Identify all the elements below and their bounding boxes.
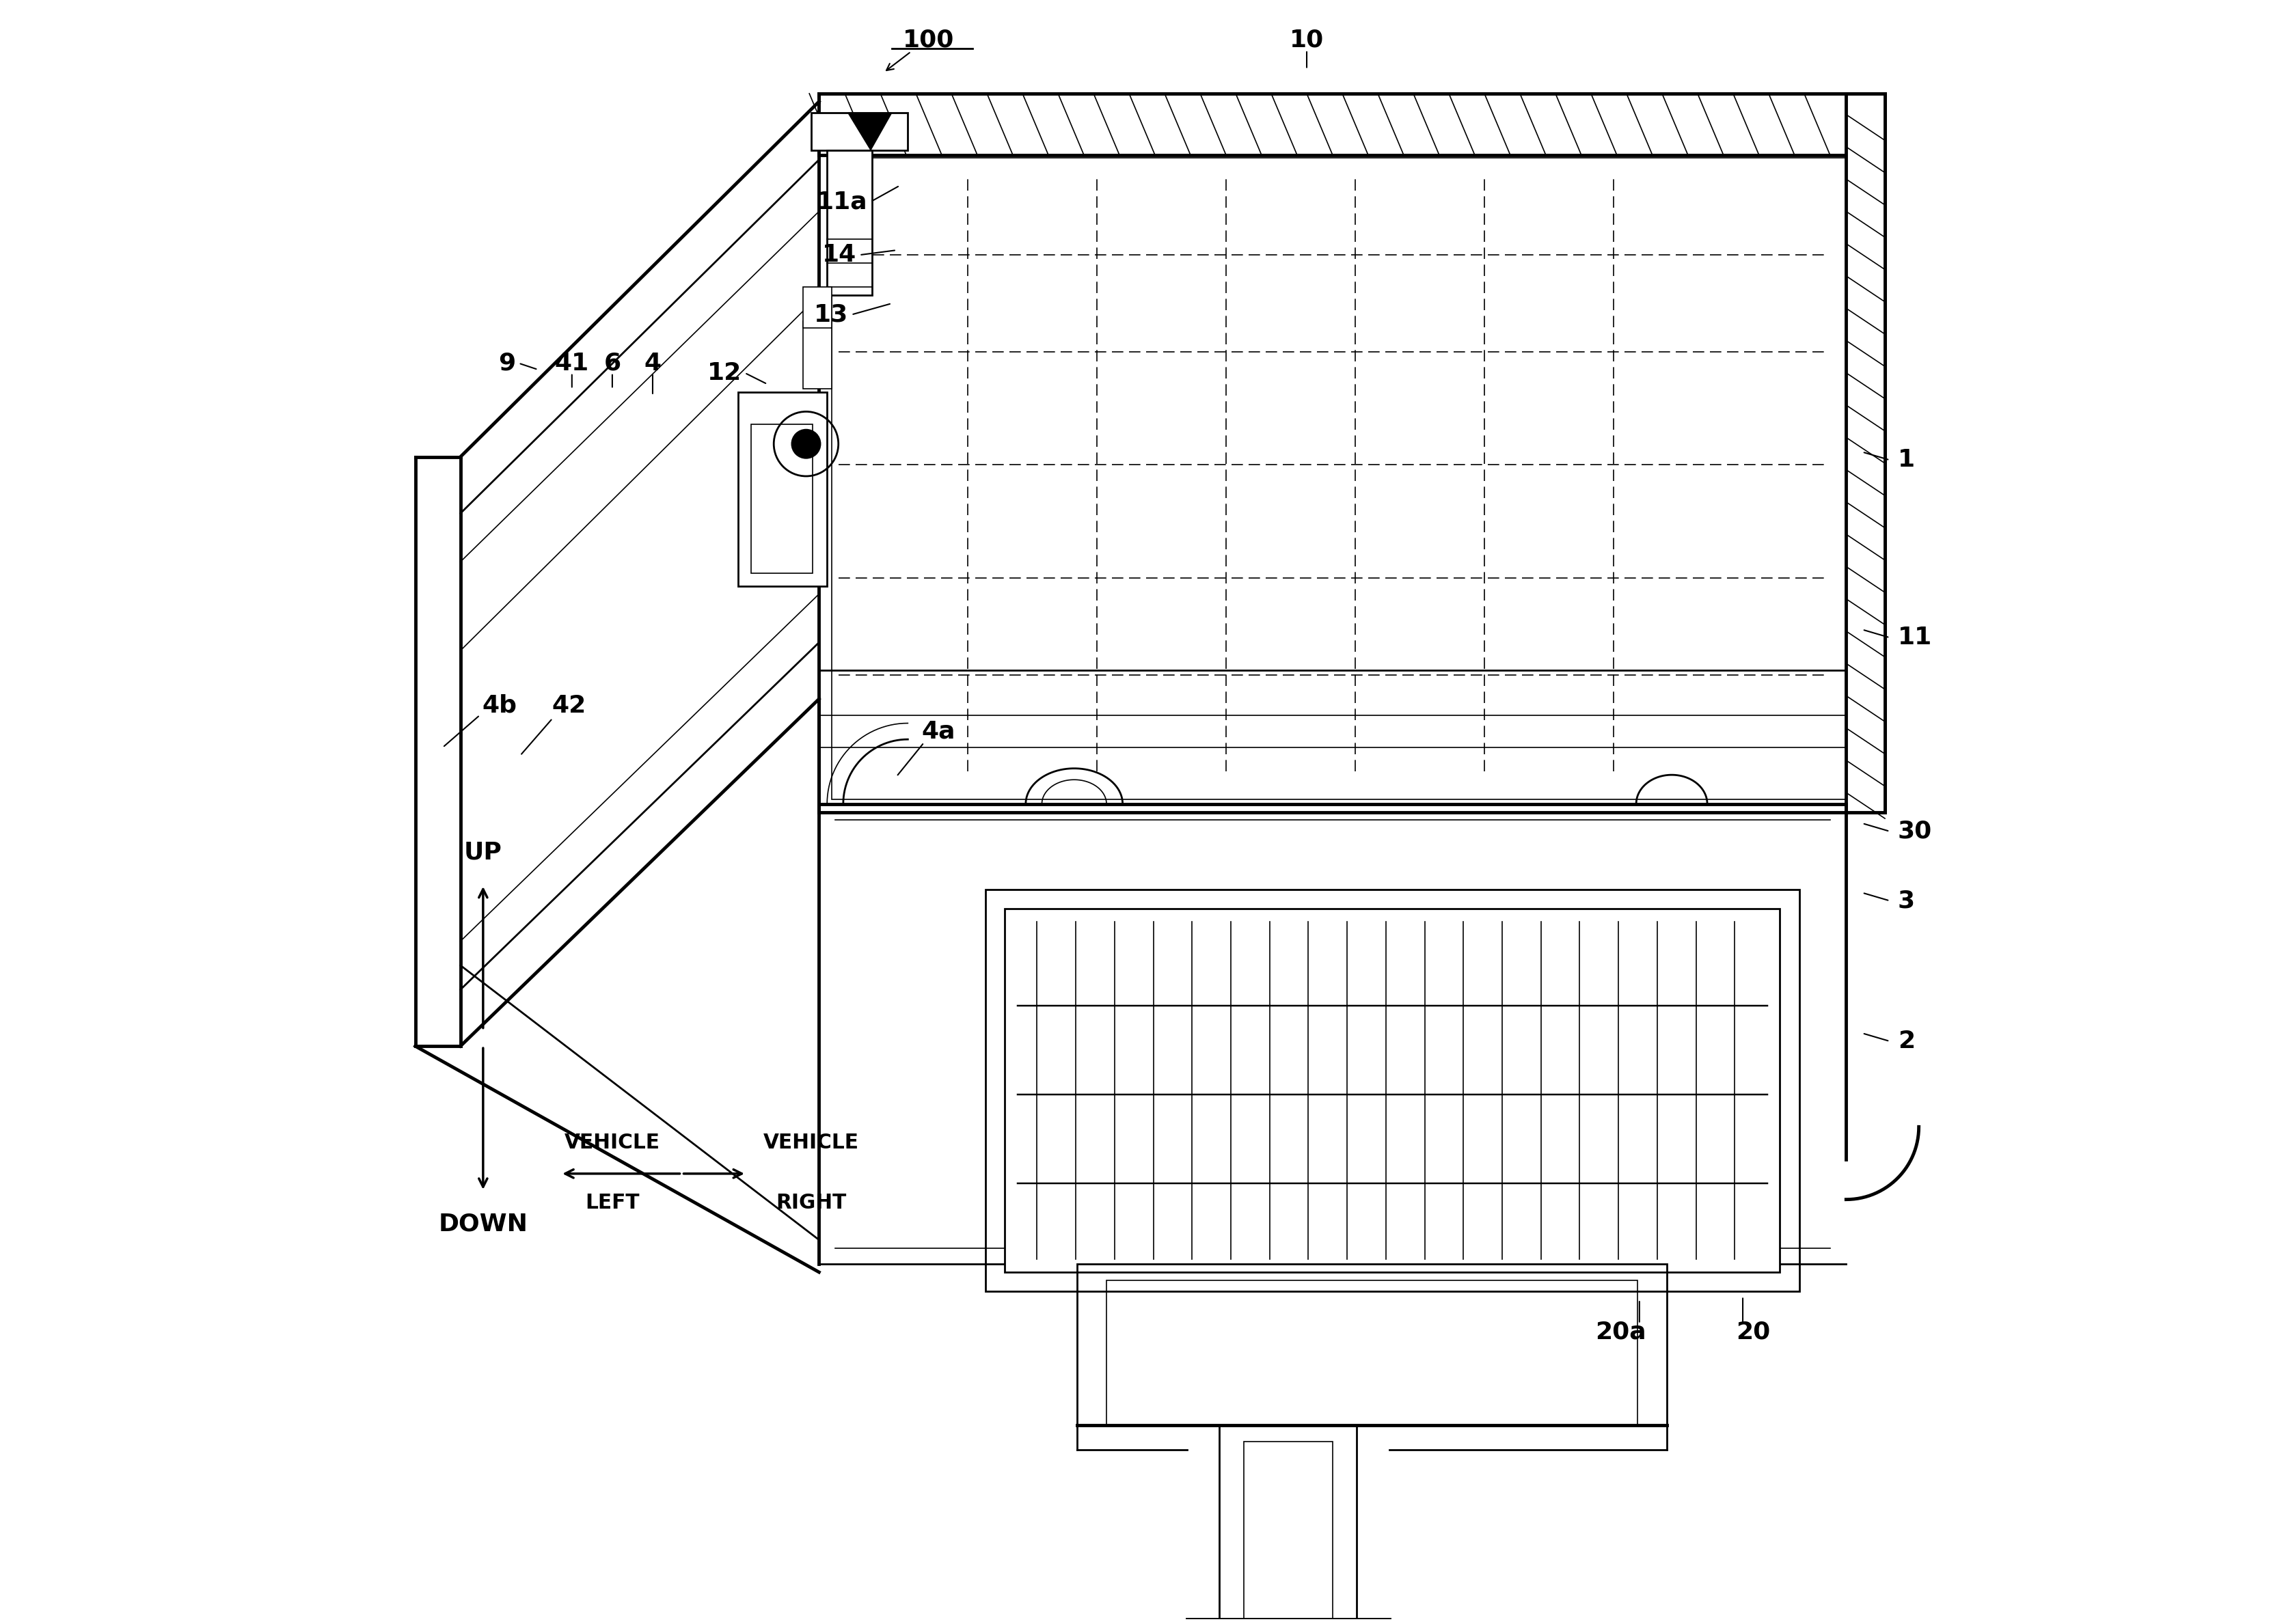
Text: 14: 14 — [822, 244, 856, 266]
Bar — [827, 149, 872, 296]
Text: 20: 20 — [1736, 1320, 1770, 1343]
Text: 100: 100 — [902, 29, 955, 52]
Polygon shape — [811, 114, 907, 149]
Text: 11a: 11a — [815, 190, 868, 213]
Text: 3: 3 — [1898, 890, 1914, 913]
Text: 4: 4 — [644, 351, 662, 375]
Bar — [831, 158, 1845, 799]
Bar — [1845, 94, 1884, 812]
Bar — [811, 114, 907, 149]
Bar — [1105, 1280, 1638, 1426]
Bar — [984, 890, 1800, 1291]
Text: 2: 2 — [1898, 1030, 1914, 1052]
Bar — [820, 94, 1884, 812]
Bar — [738, 393, 827, 586]
Bar — [804, 287, 831, 328]
Bar — [804, 322, 831, 390]
Text: 1: 1 — [1898, 448, 1914, 471]
Text: LEFT: LEFT — [585, 1192, 640, 1213]
Bar — [1078, 1263, 1667, 1426]
Text: 20a: 20a — [1594, 1320, 1647, 1343]
Text: 4b: 4b — [482, 693, 516, 718]
Bar — [751, 424, 813, 573]
Text: 30: 30 — [1898, 820, 1932, 843]
Text: 12: 12 — [708, 361, 742, 385]
Text: DOWN: DOWN — [439, 1212, 528, 1236]
Text: 11: 11 — [1898, 625, 1932, 650]
Text: VEHICLE: VEHICLE — [564, 1134, 660, 1153]
Text: 41: 41 — [555, 351, 589, 375]
Text: VEHICLE: VEHICLE — [763, 1134, 859, 1153]
Polygon shape — [847, 114, 891, 149]
Text: 6: 6 — [603, 351, 621, 375]
Bar — [1245, 1442, 1332, 1619]
Circle shape — [793, 429, 820, 458]
Bar — [1220, 1426, 1357, 1619]
Text: UP: UP — [464, 841, 502, 864]
Text: 4a: 4a — [923, 719, 955, 742]
Text: 9: 9 — [498, 351, 516, 375]
Text: RIGHT: RIGHT — [777, 1192, 845, 1213]
Bar — [820, 94, 1884, 154]
Text: 13: 13 — [813, 304, 847, 326]
Bar — [1005, 909, 1779, 1272]
Text: 42: 42 — [550, 693, 585, 718]
Text: 10: 10 — [1290, 29, 1325, 52]
